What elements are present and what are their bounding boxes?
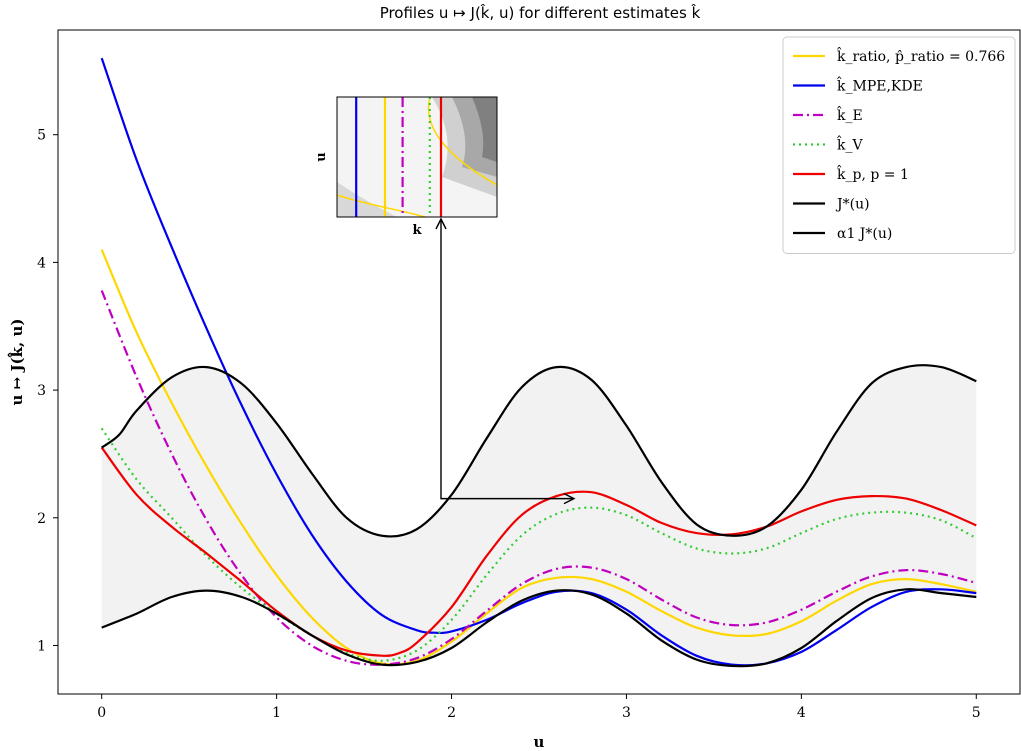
y-tick-label: 2 (37, 511, 46, 527)
series-line-6 (101, 588, 977, 668)
series-line-3 (100, 290, 977, 666)
y-axis-label: u ↦ J(k̂, u) (7, 319, 26, 406)
inset-y-label: u (314, 152, 329, 161)
plot-area: 0 1 2 3 4 5 1 2 3 4 5 (37, 29, 1021, 721)
x-axis-label: u (534, 733, 545, 751)
legend-box (782, 36, 1016, 254)
x-tick-label: 5 (972, 705, 981, 721)
inset-ratio-contour (336, 194, 426, 218)
legend-label-7: α1 J*(u) (837, 226, 892, 242)
series-line-4 (100, 427, 977, 662)
legend-label-4: k̂_V (837, 134, 864, 153)
series-line-7 (101, 364, 977, 538)
arrow-head-up (435, 217, 447, 230)
inset-frame (336, 96, 498, 218)
arrow-line (440, 221, 574, 500)
x-tick-label: 4 (797, 705, 806, 721)
legend-label-2: k̂_MPE,KDE (837, 75, 923, 94)
inset-contour (337, 182, 397, 217)
legend: k̂_ratio, p̂_ratio = 0.766 k̂_MPE,KDE k̂_E… (782, 36, 1016, 254)
inset-x-label: k (412, 223, 422, 238)
series-line-1 (100, 249, 977, 666)
series-line-5 (100, 446, 977, 657)
legend-label-5: k̂_p, p = 1 (837, 164, 909, 183)
y-tick-label: 3 (37, 383, 46, 399)
legend-label-3: k̂_E (837, 105, 863, 124)
chart-title: Profiles u ↦ J(k̂, u) for different esti… (380, 3, 701, 22)
legend-label-1: k̂_ratio, p̂_ratio = 0.766 (837, 46, 1006, 65)
x-tick-label: 3 (622, 705, 631, 721)
legend-label-6: J*(u) (835, 197, 870, 213)
plot-frame (57, 29, 1021, 695)
x-tick-label: 2 (447, 705, 456, 721)
y-tick-label: 4 (37, 255, 46, 271)
series-layer (100, 57, 977, 668)
inset-arrow (435, 217, 576, 505)
inset-panel: ku (314, 96, 498, 238)
band-between-optima (101, 365, 977, 667)
x-tick-label: 1 (272, 705, 281, 721)
arrow-head-right (563, 493, 576, 505)
y-tick-label: 5 (37, 128, 46, 144)
x-tick-label: 0 (97, 705, 106, 721)
ticks-layer: 0 1 2 3 4 5 1 2 3 4 5 (37, 128, 981, 721)
inset-contour (472, 97, 497, 162)
y-tick-label: 1 (37, 638, 46, 654)
